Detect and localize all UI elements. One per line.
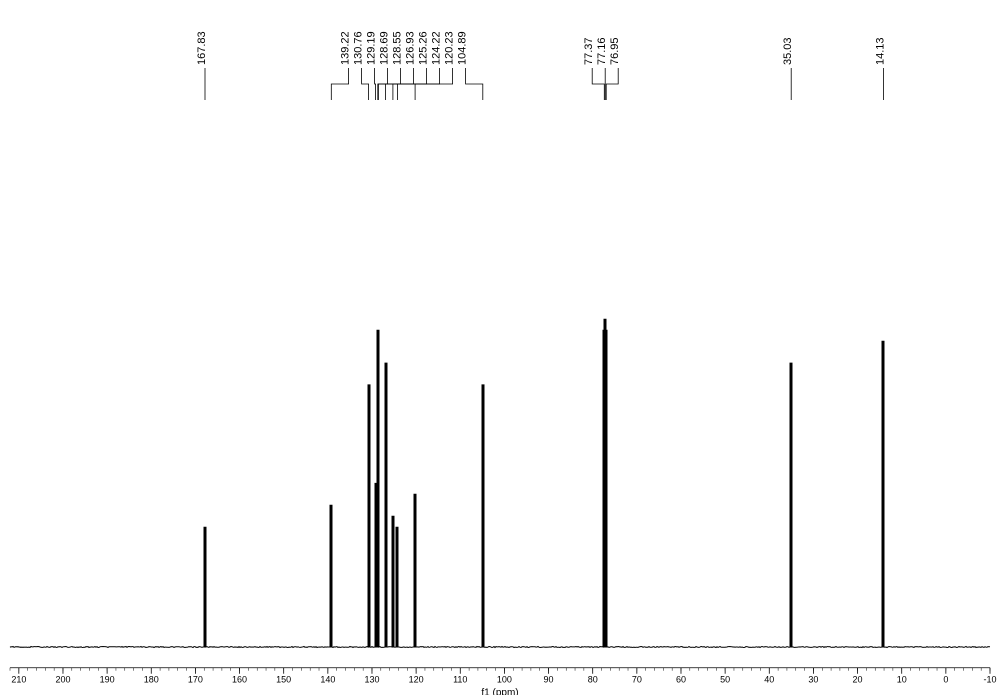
x-axis-tick-label: 0	[943, 675, 948, 685]
peak-label: 77.37	[583, 37, 595, 65]
x-axis-tick-label: 180	[144, 675, 159, 685]
x-axis-tick-label: -10	[983, 675, 996, 685]
x-axis-tick-label: 210	[11, 675, 26, 685]
peak-label: 128.55	[392, 31, 404, 65]
spectrum-trace	[10, 319, 990, 648]
peak-label: 167.83	[196, 31, 208, 65]
x-axis-tick-label: 30	[808, 675, 818, 685]
peak-label: 126.93	[405, 31, 417, 65]
peak-label: 77.16	[596, 37, 608, 65]
x-axis-tick-label: 40	[764, 675, 774, 685]
nmr-spectrum: 2102001901801701601501401301201101009080…	[0, 0, 1000, 695]
peak-label-connector	[415, 68, 453, 100]
peak-label: 125.26	[418, 31, 430, 65]
x-axis-tick-label: 190	[100, 675, 115, 685]
peak-label-connector	[375, 68, 376, 100]
x-axis-tick-label: 140	[320, 675, 335, 685]
peak-label: 128.69	[379, 31, 391, 65]
peak-label-connector	[362, 68, 369, 100]
x-axis-tick-label: 10	[897, 675, 907, 685]
x-axis-tick-label: 20	[853, 675, 863, 685]
peak-label-connector	[466, 68, 483, 100]
x-axis-tick-label: 70	[632, 675, 642, 685]
x-axis-tick-label: 200	[55, 675, 70, 685]
peak-label-connector	[592, 68, 604, 100]
x-axis-tick-label: 170	[188, 675, 203, 685]
x-axis-tick-label: 150	[276, 675, 291, 685]
peak-label: 76.95	[609, 37, 621, 65]
peak-label: 14.13	[875, 37, 887, 65]
peak-label-connector	[331, 68, 348, 100]
x-axis-tick-label: 80	[588, 675, 598, 685]
peak-label: 130.76	[353, 31, 365, 65]
peak-label: 35.03	[782, 37, 794, 65]
peak-label: 139.22	[340, 31, 352, 65]
x-axis-title: f1 (ppm)	[481, 688, 518, 695]
peak-label: 104.89	[457, 31, 469, 65]
x-axis-tick-label: 110	[453, 675, 467, 685]
x-axis-tick-label: 60	[676, 675, 686, 685]
x-axis-tick-label: 90	[544, 675, 554, 685]
x-axis-tick-label: 120	[409, 675, 424, 685]
peak-label: 124.22	[431, 31, 443, 65]
x-axis-tick-label: 130	[364, 675, 379, 685]
x-axis-tick-label: 50	[720, 675, 730, 685]
nmr-svg: 2102001901801701601501401301201101009080…	[0, 0, 1000, 695]
peak-label: 120.23	[444, 31, 456, 65]
peak-label-connector	[606, 68, 618, 100]
x-axis-tick-label: 100	[497, 675, 512, 685]
peak-label: 129.19	[366, 31, 378, 65]
x-axis-tick-label: 160	[232, 675, 247, 685]
